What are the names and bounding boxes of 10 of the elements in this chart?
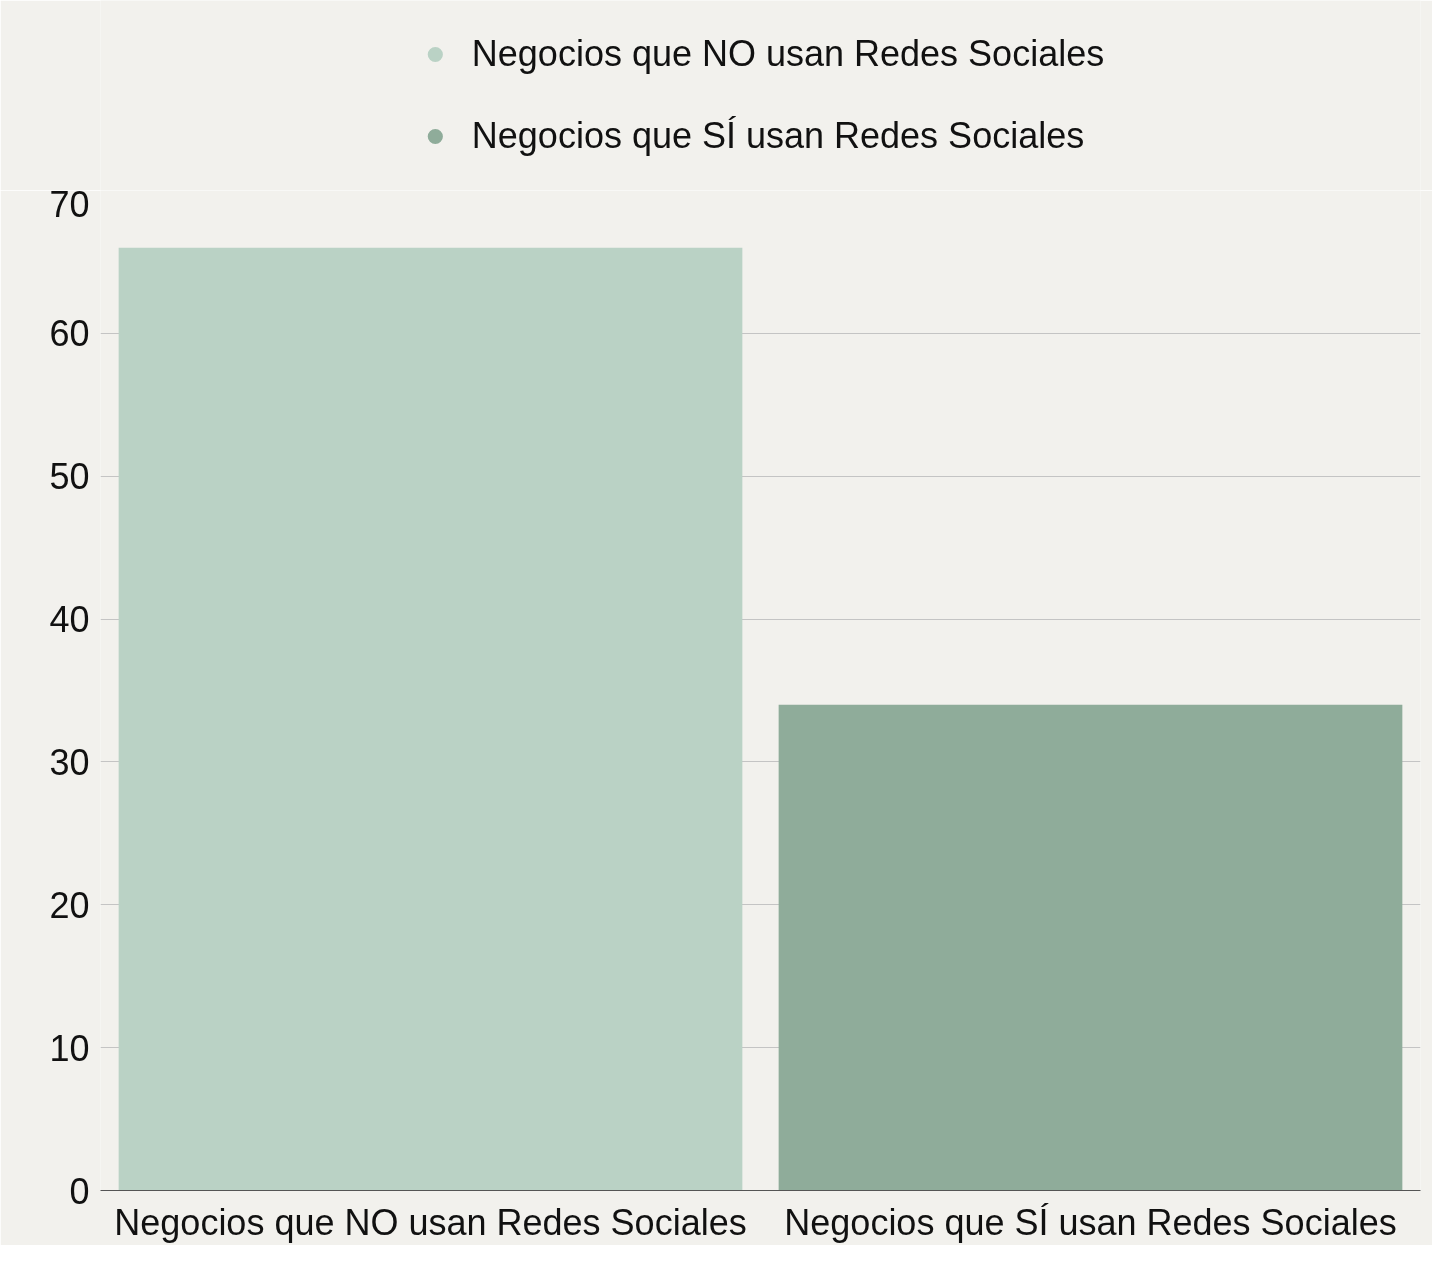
- y-tick-label: 60: [49, 313, 90, 355]
- y-tick-label: 70: [49, 183, 90, 225]
- y-tick-label: 40: [49, 599, 90, 641]
- y-tick-label: 0: [69, 1170, 90, 1212]
- y-tick-label: 20: [49, 884, 90, 926]
- y-tick-label: 30: [49, 741, 90, 783]
- legend-label: Negocios que SÍ usan Redes Sociales: [471, 115, 1085, 157]
- y-tick-label: 50: [49, 456, 90, 498]
- legend-label: Negocios que NO usan Redes Sociales: [471, 33, 1105, 75]
- y-tick-label: 10: [49, 1027, 90, 1069]
